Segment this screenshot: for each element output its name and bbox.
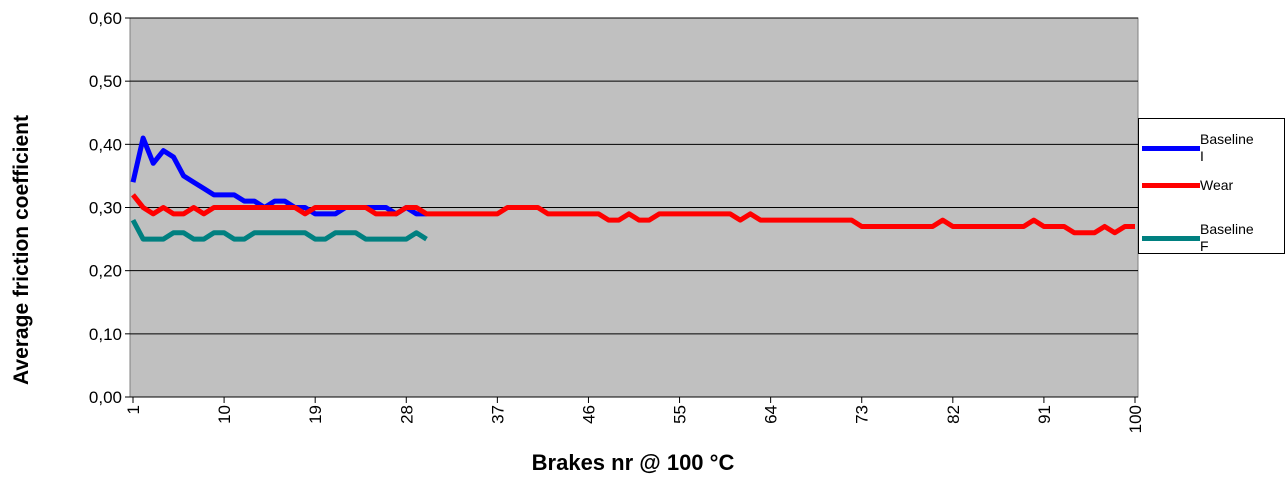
x-tick-label: 19 <box>306 405 325 424</box>
series-line <box>131 193 1135 236</box>
x-tick-label: 64 <box>762 405 781 424</box>
legend-swatch <box>1142 235 1200 241</box>
x-tick-label: 55 <box>671 405 690 424</box>
y-tick-label: 0,60 <box>89 9 122 28</box>
legend-label: Baseline F <box>1200 221 1254 254</box>
y-tick-label: 0,50 <box>89 72 122 91</box>
legend-item: Wear <box>1139 177 1286 194</box>
legend-item: Baseline F <box>1139 221 1286 255</box>
series-line <box>130 135 427 217</box>
legend-label: Wear <box>1200 177 1234 193</box>
x-tick-label: 91 <box>1035 405 1054 424</box>
x-tick-label: 100 <box>1126 405 1145 433</box>
x-tick-label: 73 <box>853 405 872 424</box>
x-tick-label: 1 <box>124 405 143 414</box>
legend: Baseline I Wear Baseline F <box>1138 118 1285 254</box>
y-tick-label: 0,30 <box>89 199 122 218</box>
y-tick-label: 0,20 <box>89 262 122 281</box>
legend-item: Baseline I <box>1139 131 1286 165</box>
y-tick-label: 0,40 <box>89 135 122 154</box>
legend-label: Baseline I <box>1200 131 1254 164</box>
y-tick-label: 0,10 <box>89 325 122 344</box>
x-tick-label: 37 <box>488 405 507 424</box>
x-tick-label: 28 <box>397 405 416 424</box>
y-tick-label: 0,00 <box>89 388 122 407</box>
x-tick-label: 82 <box>944 405 963 424</box>
legend-swatch <box>1142 183 1200 188</box>
x-tick-label: 10 <box>215 405 234 424</box>
x-tick-label: 46 <box>579 405 598 424</box>
series-line <box>130 218 428 242</box>
legend-swatch <box>1142 145 1200 151</box>
x-axis-label: Brakes nr @ 100 °C <box>532 450 735 475</box>
y-axis-label: Average friction coefficient <box>10 115 33 385</box>
